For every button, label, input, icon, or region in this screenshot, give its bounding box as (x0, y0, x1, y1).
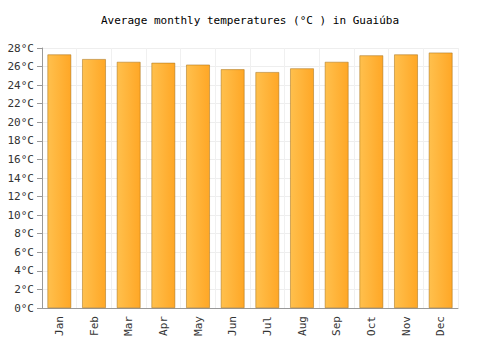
svg-text:8°C: 8°C (14, 227, 34, 240)
svg-text:22°C: 22°C (8, 97, 35, 110)
svg-text:12°C: 12°C (8, 190, 35, 203)
svg-text:10°C: 10°C (8, 209, 35, 222)
svg-text:Apr: Apr (157, 316, 170, 336)
svg-text:14°C: 14°C (8, 172, 35, 185)
svg-text:Nov: Nov (400, 316, 413, 336)
svg-text:20°C: 20°C (8, 116, 35, 129)
svg-text:Jun: Jun (226, 316, 239, 336)
svg-text:Aug: Aug (296, 316, 309, 336)
svg-text:Jan: Jan (53, 316, 66, 336)
svg-text:Jul: Jul (261, 316, 274, 336)
svg-text:May: May (192, 316, 205, 336)
svg-text:0°C: 0°C (14, 302, 34, 315)
svg-text:4°C: 4°C (14, 264, 34, 277)
svg-text:28°C: 28°C (8, 42, 35, 55)
svg-text:Dec: Dec (434, 316, 447, 336)
svg-text:Oct: Oct (365, 316, 378, 336)
svg-text:2°C: 2°C (14, 283, 34, 296)
svg-text:Feb: Feb (88, 316, 101, 336)
svg-text:16°C: 16°C (8, 153, 35, 166)
svg-text:18°C: 18°C (8, 134, 35, 147)
svg-text:26°C: 26°C (8, 60, 35, 73)
svg-text:24°C: 24°C (8, 79, 35, 92)
svg-text:Sep: Sep (330, 316, 343, 336)
svg-text:Average monthly temperatures (: Average monthly temperatures (°C ) in Gu… (101, 14, 399, 27)
svg-text:Mar: Mar (122, 316, 135, 336)
svg-text:6°C: 6°C (14, 246, 34, 259)
